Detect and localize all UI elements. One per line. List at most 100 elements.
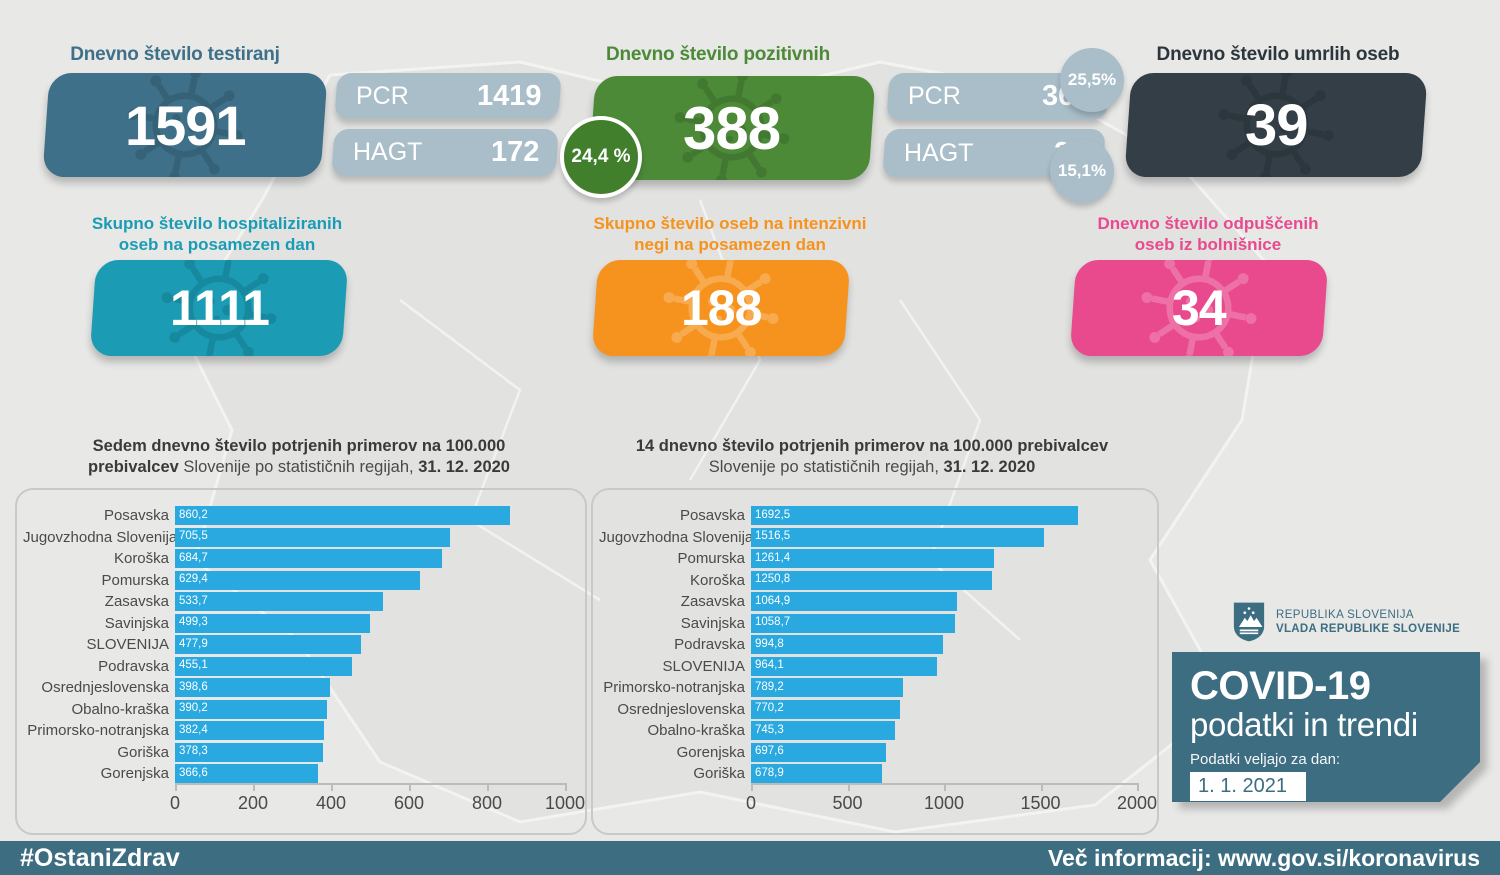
bar-value-label: 684,7 xyxy=(179,551,208,564)
category-label: SLOVENIJA xyxy=(86,636,169,653)
chart-row: Goriška 378,3 xyxy=(23,742,565,762)
bar-track: 378,3 xyxy=(175,742,565,762)
footer-bar: #OstaniZdrav Več informacij: www.gov.si/… xyxy=(0,841,1500,875)
chart-row: SLOVENIJA 964,1 xyxy=(599,656,1137,676)
bar-value-label: 1058,7 xyxy=(755,616,791,629)
chart-row: Pomurska 629,4 xyxy=(23,570,565,590)
chart-row: Obalno-kraška 390,2 xyxy=(23,699,565,719)
hospitalized-panel: 1111 xyxy=(89,260,349,356)
bar-track: 390,2 xyxy=(175,699,565,719)
deaths-title: Dnevno število umrlih oseb xyxy=(1156,44,1400,65)
bar-value-label: 499,3 xyxy=(179,616,208,629)
axis-tick-label: 400 xyxy=(315,793,347,813)
bar-track: 1692,5 xyxy=(751,506,1137,525)
bar: 1064,9 xyxy=(751,592,957,611)
chart-row: Koroška 684,7 xyxy=(23,549,565,568)
axis-tick xyxy=(331,783,333,791)
bar: 705,5 xyxy=(175,527,451,547)
bar-value-label: 860,2 xyxy=(179,508,208,521)
chart-rows: Posavska 1692,5 Jugovzhodna Slovenija 1516,… xyxy=(599,506,1137,783)
bar-value-label: 789,2 xyxy=(755,680,784,693)
virus-icon xyxy=(667,76,797,180)
chart-14day: Posavska 1692,5 Jugovzhodna Slovenija 1516,… xyxy=(591,488,1159,835)
gov-line1: REPUBLIKA SLOVENIJA xyxy=(1276,609,1414,621)
axis-line xyxy=(175,783,565,785)
bar: 533,7 xyxy=(175,592,384,611)
category-label: Koroška xyxy=(113,550,169,567)
bar-track: 678,9 xyxy=(751,764,1137,783)
positive-title: Dnevno število pozitivnih xyxy=(605,44,831,65)
category-label: Koroška xyxy=(689,571,745,589)
category-label: Posavska xyxy=(103,507,169,524)
chart-row: Primorsko-notranjska 789,2 xyxy=(599,678,1137,697)
discharged-panel: 34 xyxy=(1069,260,1329,356)
more-info-url: Več informacij: www.gov.si/koronavirus xyxy=(1047,844,1480,871)
bar-value-label: 382,4 xyxy=(179,723,208,736)
pcr-label: PCR xyxy=(908,82,961,110)
tests-hagt-pill: HAGT 172 xyxy=(331,129,559,176)
bar-track: 629,4 xyxy=(175,570,565,590)
bar-track: 1058,7 xyxy=(751,613,1137,633)
icu-panel: 188 xyxy=(591,260,851,356)
category-label: Savinjska xyxy=(680,614,745,632)
category-label: Primorsko-notranjska xyxy=(603,679,745,696)
bar-track: 455,1 xyxy=(175,656,565,676)
chart-row: Zasavska 533,7 xyxy=(23,592,565,611)
covid-info-box: COVID-19 podatki in trendi Podatki velja… xyxy=(1172,652,1480,802)
bar-track: 499,3 xyxy=(175,613,565,633)
bar-track: 1516,5 xyxy=(751,527,1137,547)
bar: 770,2 xyxy=(751,699,900,719)
category-label: Pomurska xyxy=(101,571,169,589)
bar-track: 1064,9 xyxy=(751,592,1137,611)
bar: 455,1 xyxy=(175,656,353,676)
bar-value-label: 1250,8 xyxy=(755,573,791,586)
gov-line2: VLADA REPUBLIKE SLOVENIJE xyxy=(1276,623,1461,635)
government-logo: REPUBLIKA SLOVENIJA VLADA REPUBLIKE SLOV… xyxy=(1232,601,1460,643)
axis-tick-label: 500 xyxy=(832,793,863,813)
box-note: Podatki veljajo za dan: xyxy=(1190,751,1341,768)
chart-7day-title: Sedem dnevno število potrjenih primerov … xyxy=(88,437,510,476)
axis-tick xyxy=(751,783,753,791)
chart-row: Gorenjska 366,6 xyxy=(23,764,565,783)
bar-track: 964,1 xyxy=(751,656,1137,676)
chart-row: Zasavska 1064,9 xyxy=(599,592,1137,611)
bar-value-label: 1692,5 xyxy=(755,508,791,521)
bar-value-label: 1516,5 xyxy=(755,530,791,543)
virus-icon xyxy=(154,260,284,356)
category-label: Osrednjeslovenska xyxy=(617,700,745,718)
bar-value-label: 770,2 xyxy=(755,702,784,715)
bar-value-label: 964,1 xyxy=(755,659,784,672)
hashtag: #OstaniZdrav xyxy=(20,843,180,872)
bar: 477,9 xyxy=(175,635,362,654)
category-label: Osrednjeslovenska xyxy=(41,679,169,696)
hagt-value: 172 xyxy=(490,136,539,168)
bar-value-label: 378,3 xyxy=(179,745,208,758)
tests-panel: 1591 xyxy=(42,73,328,177)
virus-icon xyxy=(1211,73,1341,177)
chart-row: Koroška 1250,8 xyxy=(599,570,1137,590)
bar: 382,4 xyxy=(175,721,325,740)
hagt-share: 15,1% xyxy=(1057,161,1107,180)
tests-title: Dnevno število testiranj xyxy=(70,44,280,65)
hagt-label: HAGT xyxy=(904,138,974,167)
deaths-panel: 39 xyxy=(1124,73,1428,177)
bar-value-label: 1064,9 xyxy=(755,594,791,607)
pcr-share-circle: 25,5% xyxy=(1060,48,1124,112)
bar: 697,6 xyxy=(751,742,886,762)
bar-value-label: 533,7 xyxy=(179,594,208,607)
bar: 1058,7 xyxy=(751,613,956,633)
virus-icon xyxy=(120,73,250,177)
chart-row: Osrednjeslovenska 398,6 xyxy=(23,678,565,697)
bar-track: 398,6 xyxy=(175,678,565,697)
axis-tick xyxy=(1137,783,1139,791)
box-title: COVID-19 xyxy=(1190,664,1371,708)
chart-row: Posavska 1692,5 xyxy=(599,506,1137,525)
virus-icon xyxy=(656,260,786,356)
tests-pcr-pill: PCR 1419 xyxy=(334,73,562,119)
icu-title: Skupno število oseb na intenzivni negi n… xyxy=(593,214,867,254)
category-label: Gorenjska xyxy=(676,743,745,761)
bar: 366,6 xyxy=(175,764,318,783)
category-label: Pomurska xyxy=(677,550,745,567)
axis-tick-label: 600 xyxy=(393,793,425,813)
